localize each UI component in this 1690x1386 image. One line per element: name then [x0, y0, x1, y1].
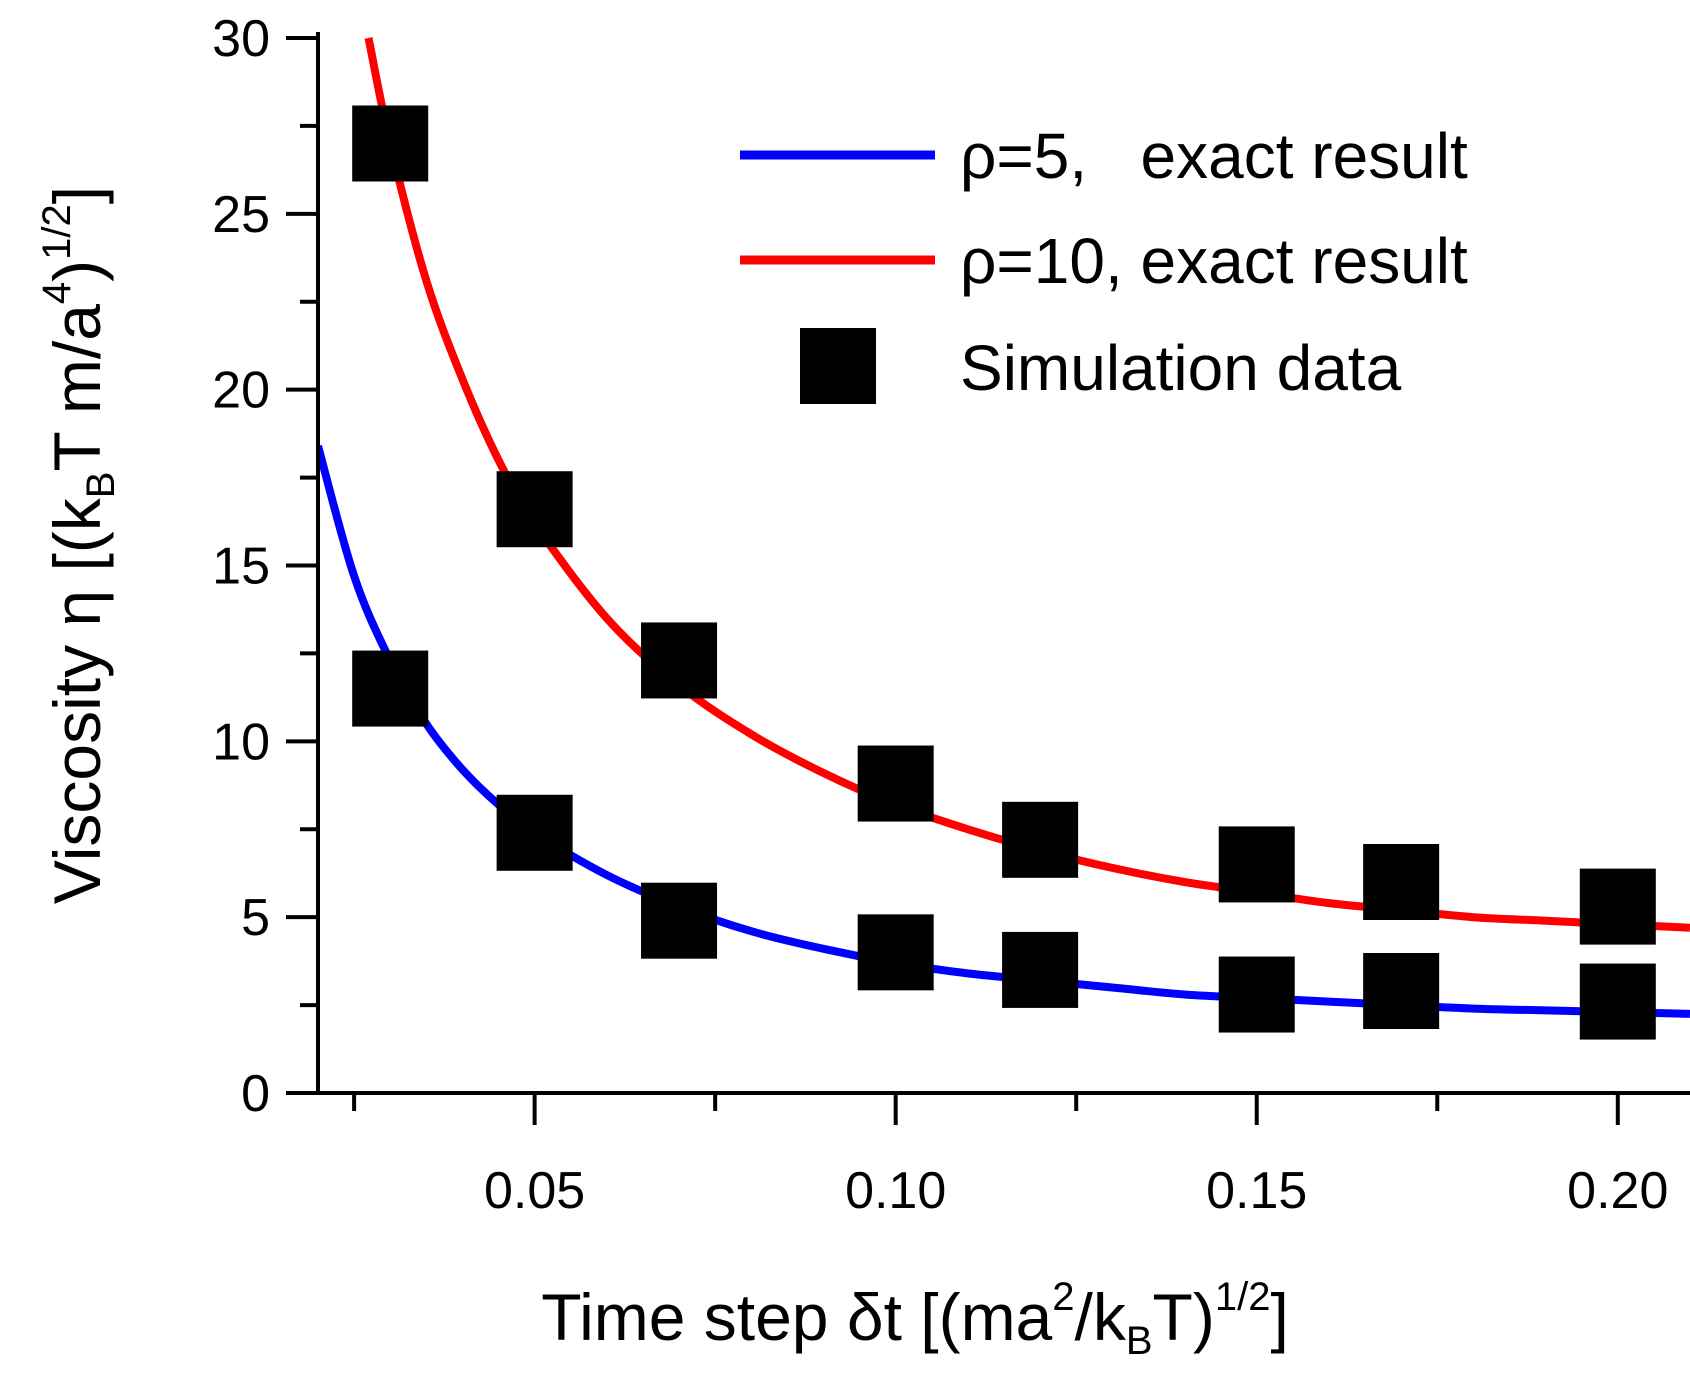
y-axis-title-sup1: 4 — [35, 282, 79, 304]
legend: ρ=5, exact result ρ=10, exact result Sim… — [740, 120, 1468, 404]
x-axis-title: Time step δt [(ma2/kBT)1/2] — [541, 1275, 1289, 1363]
data-point — [352, 105, 429, 182]
x-axis-title-sup2: 1/2 — [1215, 1275, 1271, 1319]
data-point — [352, 650, 429, 727]
data-point — [1218, 826, 1295, 903]
data-point — [496, 794, 573, 871]
legend-swatch-simulation — [800, 328, 876, 404]
x-axis-title-sub: B — [1126, 1319, 1153, 1363]
x-axis-title-close: ] — [1270, 1280, 1288, 1354]
y-tick-label: 10 — [212, 713, 270, 771]
data-point — [1002, 931, 1079, 1008]
axes: 0 5 10 15 20 25 30 0.05 0.10 0.15 0.20 — [212, 10, 1690, 1220]
y-tick-label: 20 — [212, 362, 270, 420]
x-axis-title-end: T) — [1153, 1280, 1215, 1354]
data-point — [1002, 801, 1079, 878]
data-point — [1363, 844, 1440, 920]
y-axis-title-sub: B — [79, 472, 123, 499]
y-tick-label: 15 — [212, 538, 270, 596]
legend-item-rho5: ρ=5, exact result — [740, 120, 1468, 192]
x-tick-label: 0.10 — [845, 1162, 946, 1220]
data-point — [496, 471, 573, 548]
legend-label-rho5: ρ=5, exact result — [960, 120, 1468, 192]
x-axis-title-mid: /k — [1075, 1280, 1127, 1354]
y-axis-title-mid: T m/a — [40, 304, 114, 472]
y-tick-label: 5 — [241, 889, 270, 947]
y-axis-title-prefix: Viscosity η [(k — [40, 497, 114, 904]
data-point — [641, 882, 718, 959]
x-tick-label: 0.05 — [484, 1162, 585, 1220]
legend-item-simulation: Simulation data — [800, 328, 1402, 404]
x-tick-label: 0.20 — [1567, 1162, 1668, 1220]
data-point — [1579, 868, 1656, 945]
data-point — [1363, 953, 1440, 1030]
y-axis-title-close: ] — [40, 186, 114, 204]
x-axis-title-sup1: 2 — [1052, 1275, 1074, 1319]
legend-label-rho10: ρ=10, exact result — [960, 225, 1468, 297]
data-point — [857, 914, 934, 991]
legend-label-simulation: Simulation data — [960, 332, 1402, 404]
legend-item-rho10: ρ=10, exact result — [740, 225, 1468, 297]
data-point — [641, 622, 718, 699]
x-axis-title-prefix: Time step δt [(ma — [541, 1280, 1052, 1354]
y-axis-title-sup2: 1/2 — [35, 204, 79, 260]
y-tick-label: 30 — [212, 10, 270, 68]
plot-area — [318, 37, 1690, 1040]
data-point — [1218, 956, 1295, 1033]
x-tick-label: 0.15 — [1206, 1162, 1307, 1220]
y-axis-title-end: ) — [40, 260, 114, 282]
data-point — [1579, 963, 1656, 1040]
y-tick-label: 25 — [212, 186, 270, 244]
data-point — [857, 745, 934, 822]
y-tick-label: 0 — [241, 1065, 270, 1123]
y-axis-title: Viscosity η [(kBT m/a4)1/2] — [35, 186, 123, 904]
